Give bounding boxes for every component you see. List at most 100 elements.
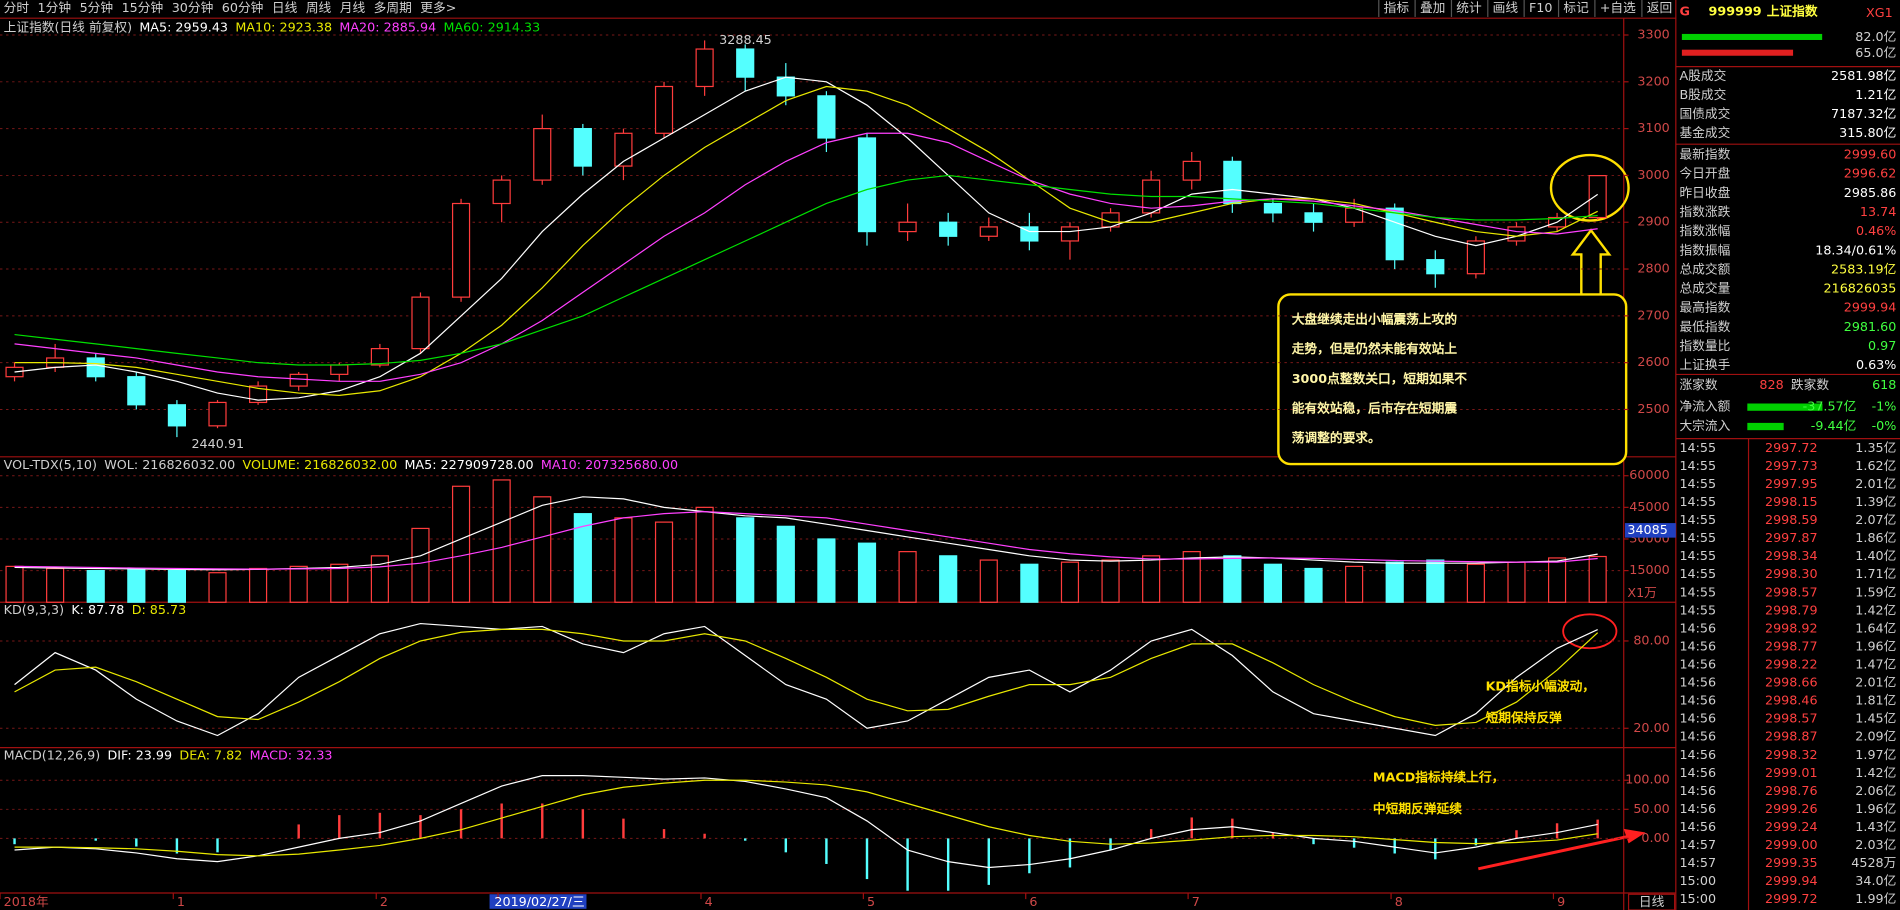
trade-time: 14:56 [1679, 765, 1716, 780]
volume-bar [1182, 551, 1201, 603]
trade-volume: 1.47亿 [1855, 656, 1896, 671]
y-tick-label: 2900 [1637, 214, 1669, 229]
legend-entry: MA5: 2959.43 [139, 19, 228, 34]
y-tick-label: 20.00 [1633, 720, 1669, 735]
tool-button[interactable]: 标记 [1563, 0, 1589, 15]
x-tick-label: 6 [1029, 894, 1037, 909]
tool-button[interactable]: +自选 [1600, 0, 1636, 15]
trade-time: 14:56 [1679, 729, 1716, 744]
volume-bar [1426, 559, 1445, 603]
candle-body [1263, 202, 1283, 214]
trade-time: 14:55 [1679, 458, 1716, 473]
stat-value: 0.63% [1856, 357, 1896, 372]
line-series [14, 132, 1598, 382]
candle-body [5, 366, 24, 378]
candle-body [654, 85, 674, 134]
volume-bar [1547, 557, 1567, 603]
line-series [14, 775, 1598, 869]
period-tab[interactable]: 月线 [340, 0, 366, 15]
legend-entry: MA10: 207325680.00 [541, 457, 678, 472]
x-tick-label: 1 [177, 894, 185, 909]
line-series [14, 779, 1598, 857]
trade-price: 2998.66 [1765, 675, 1818, 690]
stat-label: A股成交 [1679, 68, 1726, 83]
y-tick-label: 2600 [1637, 354, 1669, 369]
flow-value: -37.57亿 [1803, 399, 1857, 414]
candle-body [533, 128, 552, 181]
candle-body [370, 348, 389, 366]
stat-label: 总成交量 [1679, 281, 1730, 296]
tool-button[interactable]: 返回 [1647, 0, 1672, 15]
stat-label: 上证换手 [1679, 357, 1730, 372]
candle-body [86, 357, 105, 378]
flag: XG1 [1866, 5, 1893, 20]
tool-button[interactable]: 画线 [1493, 0, 1519, 15]
annotation: KD指标小幅波动， [1486, 679, 1595, 694]
flow-value: -9.44亿 [1811, 418, 1857, 433]
legend-entry: MA5: 227909728.00 [404, 457, 533, 472]
period-tab[interactable]: 日线 [272, 0, 298, 15]
legend-entry: K: 87.78 [71, 602, 124, 617]
trade-price: 2998.32 [1765, 747, 1818, 762]
x-tick-label: 5 [867, 894, 875, 909]
flow-bar [1747, 403, 1823, 411]
trade-time: 14:55 [1679, 494, 1716, 509]
trade-time: 14:55 [1679, 512, 1716, 527]
trade-time: 14:56 [1679, 783, 1716, 798]
stat-label: 昨日收盘 [1679, 185, 1730, 200]
trade-price: 2999.26 [1765, 801, 1818, 816]
candle-body [1223, 160, 1242, 205]
stat-label: 国债成交 [1679, 106, 1730, 121]
y-tick-label: 3300 [1637, 27, 1669, 42]
tool-button[interactable]: 统计 [1456, 0, 1482, 15]
candle-body [898, 221, 917, 233]
period-tab[interactable]: 1分钟 [38, 0, 72, 15]
x-tick-label: 4 [705, 894, 713, 909]
candle-body [330, 364, 349, 375]
trade-time: 14:56 [1679, 620, 1716, 635]
breadth-value: 828 [1759, 377, 1783, 392]
line-series [14, 174, 1598, 366]
volume-bar [1466, 563, 1485, 603]
period-tab[interactable]: 15分钟 [122, 0, 164, 15]
tool-button[interactable]: F10 [1529, 0, 1553, 15]
market: G [1679, 4, 1689, 19]
period-tab[interactable]: 5分钟 [80, 0, 114, 15]
tool-button[interactable]: 叠加 [1420, 0, 1445, 15]
candle-body [1385, 207, 1404, 261]
legend-entry: VOL-TDX(5,10) [4, 457, 97, 472]
volume-bar [1345, 565, 1364, 603]
y-tick-label: 45000 [1629, 499, 1669, 514]
trade-time: 14:56 [1679, 711, 1716, 726]
callout-box [1277, 293, 1628, 466]
trend-arrow [1477, 834, 1631, 871]
volume-bar [1223, 555, 1242, 603]
period-tab[interactable]: 分时 [4, 0, 30, 15]
period-tab[interactable]: 多周期 [374, 0, 412, 15]
y-tick-label: 50.00 [1633, 801, 1669, 816]
trade-price: 2998.30 [1765, 566, 1818, 581]
period-tab[interactable]: 更多> [420, 0, 456, 15]
period-tab[interactable]: 周线 [306, 0, 332, 15]
stat-value: 2999.94 [1844, 300, 1897, 315]
trade-volume: 1.96亿 [1855, 638, 1896, 653]
period-label: 日线 [1639, 894, 1665, 909]
x-tick-label: 2 [380, 894, 388, 909]
candle-body [411, 296, 430, 350]
trade-time: 15:00 [1679, 873, 1716, 888]
candle-body [857, 137, 877, 233]
candle-body [695, 48, 714, 88]
tool-button[interactable]: 指标 [1384, 0, 1410, 15]
volume-bar [167, 569, 187, 603]
period-tab[interactable]: 60分钟 [222, 0, 264, 15]
y-tick-label: 0.00 [1641, 830, 1669, 845]
stat-value: 2996.62 [1844, 166, 1897, 181]
volume-bar [776, 525, 795, 603]
turnover-bar-label: 65.0亿 [1855, 45, 1896, 60]
trade-price: 2998.34 [1765, 548, 1818, 563]
stat-value: 2583.19亿 [1831, 261, 1896, 276]
stat-label: 今日开盘 [1679, 166, 1730, 181]
period-tab[interactable]: 30分钟 [172, 0, 214, 15]
stat-value: 13.74 [1860, 204, 1896, 219]
